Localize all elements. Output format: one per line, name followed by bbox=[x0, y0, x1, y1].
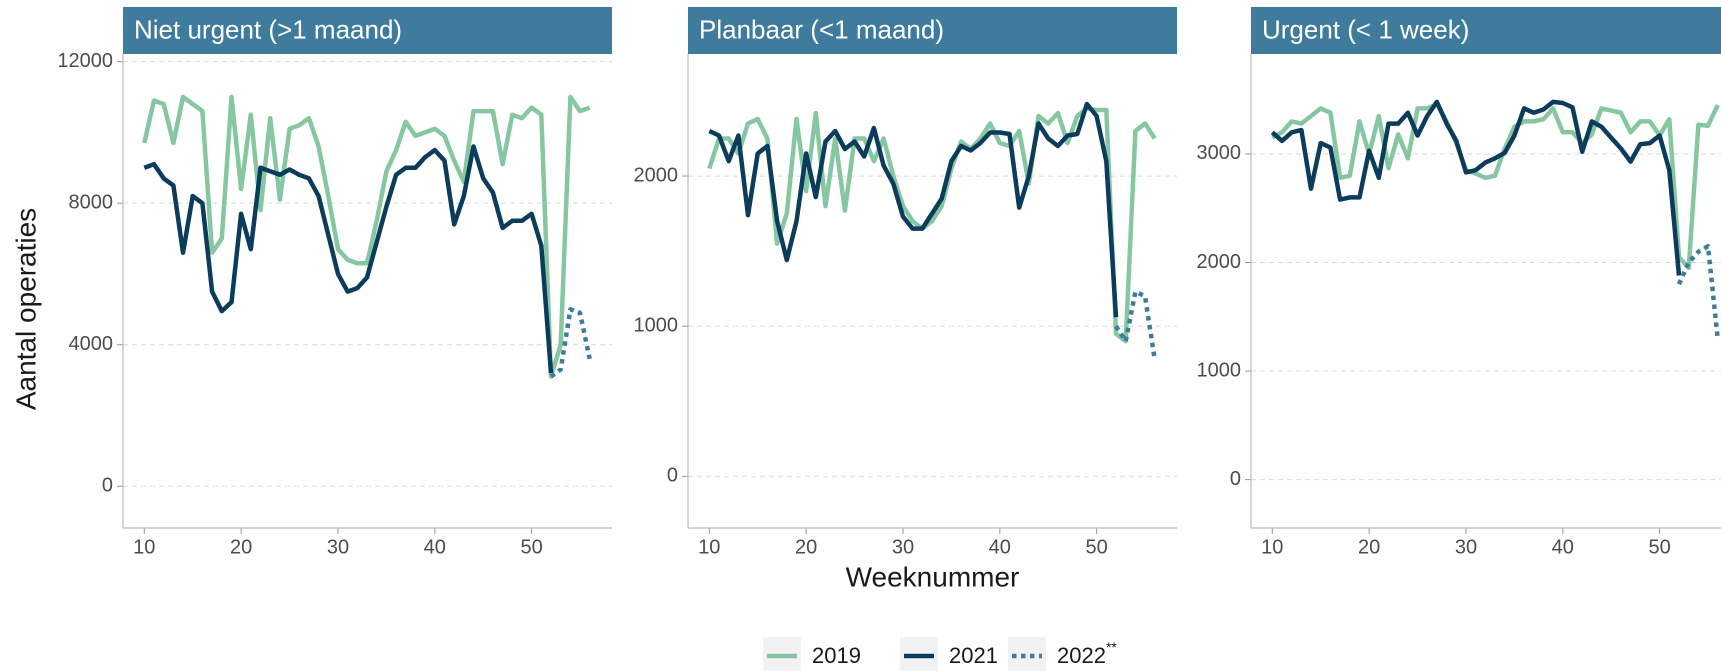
legend-name: 2019 bbox=[812, 643, 861, 668]
series-line bbox=[143, 144, 554, 374]
strip-title: Planbaar (<1 maand) bbox=[699, 14, 944, 44]
series-line bbox=[1114, 289, 1157, 360]
x-tick-label: 10 bbox=[698, 536, 720, 558]
legend-label: 2022** bbox=[1057, 639, 1117, 668]
x-tick-label: 40 bbox=[424, 536, 446, 558]
x-tick-label: 30 bbox=[892, 536, 914, 558]
plot-area bbox=[142, 94, 592, 379]
y-tick-label: 2000 bbox=[634, 164, 679, 186]
plot-area bbox=[707, 101, 1157, 360]
series-line bbox=[708, 101, 1119, 318]
plot-area bbox=[1270, 99, 1720, 339]
x-tick-label: 50 bbox=[521, 536, 543, 558]
x-tick-label: 20 bbox=[1358, 536, 1380, 558]
x-tick-label: 40 bbox=[1552, 536, 1574, 558]
x-tick-label: 30 bbox=[327, 536, 349, 558]
strip bbox=[688, 7, 1177, 54]
y-tick-label: 1000 bbox=[1197, 359, 1242, 381]
y-tick-label: 4000 bbox=[69, 333, 114, 355]
x-tick-label: 30 bbox=[1455, 536, 1477, 558]
y-tick-label: 12000 bbox=[57, 50, 113, 72]
y-tick-label: 0 bbox=[1230, 468, 1241, 490]
x-tick-label: 40 bbox=[989, 536, 1011, 558]
legend-name: 2021 bbox=[949, 643, 998, 668]
y-tick-label: 0 bbox=[102, 475, 113, 497]
x-tick-label: 20 bbox=[230, 536, 252, 558]
legend-name: 2022 bbox=[1057, 643, 1106, 668]
legend-label: 2019 bbox=[812, 643, 861, 668]
x-tick-label: 20 bbox=[795, 536, 817, 558]
legend-note: ** bbox=[1106, 639, 1117, 655]
series-line bbox=[1270, 99, 1682, 276]
series-line bbox=[707, 106, 1157, 344]
legend-label: 2021 bbox=[949, 643, 998, 668]
series-line bbox=[549, 307, 592, 379]
series-line bbox=[1676, 243, 1720, 339]
y-tick-label: 8000 bbox=[69, 191, 114, 213]
x-tick-label: 10 bbox=[1261, 536, 1283, 558]
series-line bbox=[142, 94, 591, 379]
y-tick-label: 2000 bbox=[1197, 251, 1242, 273]
y-tick-label: 0 bbox=[667, 465, 678, 487]
y-tick-label: 3000 bbox=[1197, 142, 1242, 164]
y-tick-label: 1000 bbox=[634, 314, 679, 336]
x-tick-label: 50 bbox=[1086, 536, 1108, 558]
strip-title: Urgent (< 1 week) bbox=[1262, 14, 1469, 44]
strip bbox=[123, 7, 612, 54]
x-tick-label: 50 bbox=[1649, 536, 1671, 558]
y-axis-title: Aantal operaties bbox=[10, 208, 41, 410]
x-tick-label: 10 bbox=[133, 536, 155, 558]
strip bbox=[1251, 7, 1721, 54]
series-line bbox=[1271, 101, 1720, 271]
strip-title: Niet urgent (>1 maand) bbox=[134, 14, 402, 44]
x-axis-title: Weeknummer bbox=[846, 561, 1020, 592]
